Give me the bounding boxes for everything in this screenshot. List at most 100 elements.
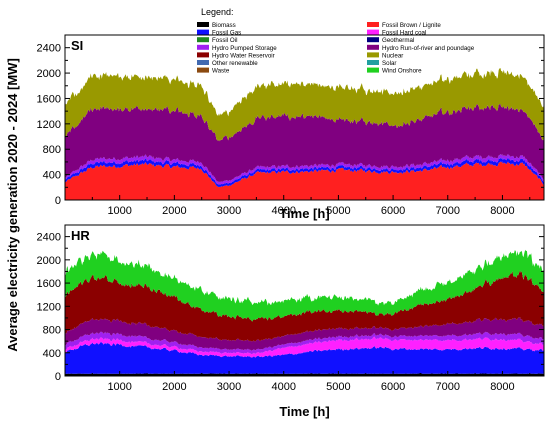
- x-tick-label: 7000: [436, 205, 460, 217]
- legend-swatch: [197, 22, 209, 27]
- legend-swatch: [367, 44, 379, 50]
- x-tick-label: 1000: [107, 205, 131, 217]
- legend-label: Wind Onshore: [382, 68, 422, 75]
- y-tick-label: 1200: [37, 119, 61, 131]
- x-tick-label: 1000: [107, 381, 131, 393]
- legend-item-biomass: Biomass: [197, 22, 236, 29]
- y-tick-label: 800: [43, 325, 61, 337]
- legend-label: Fossil Oil: [212, 37, 237, 44]
- y-tick-label: 2000: [37, 68, 61, 80]
- legend-title: Legend:: [201, 7, 234, 17]
- x-tick-label: 4000: [271, 205, 295, 217]
- legend-swatch: [197, 67, 209, 73]
- x-tick-label: 4000: [271, 381, 295, 393]
- panel-label: HR: [71, 228, 90, 243]
- legend-label: Hydro Water Reservoir: [212, 52, 275, 59]
- legend-swatch: [197, 37, 209, 43]
- y-tick-label: 1600: [37, 278, 61, 290]
- x-tick-label: 7000: [436, 381, 460, 393]
- legend-label: Hydro Pumped Storage: [212, 45, 277, 52]
- y-tick-label: 400: [43, 170, 61, 182]
- legend-swatch: [197, 60, 209, 65]
- panel-hr: 0 400 800 1200 1600 2000 2400 1000 2000 3000 4000 5…: [37, 224, 545, 419]
- legend-item-fossil-oil: Fossil Oil: [197, 37, 237, 44]
- legend-label: Solar: [382, 60, 396, 67]
- legend-label: Nuclear: [382, 52, 403, 59]
- area-stack: [65, 249, 544, 376]
- series-area-hydro-run-of-river-and-poundage: [65, 317, 544, 351]
- y-tick-label: 1200: [37, 301, 61, 313]
- legend-item-other-renewable: Other renewable: [197, 60, 258, 67]
- y-axis: 0 400 800 1200 1600 2000 2400: [37, 43, 544, 207]
- panel-label: SI: [71, 38, 83, 53]
- x-axis: 1000 2000 3000 4000 5000 6000 7000 8000: [91, 195, 531, 217]
- x-tick-label: 3000: [217, 205, 241, 217]
- x-tick-label: 8000: [490, 381, 514, 393]
- x-tick-label: 5000: [326, 381, 350, 393]
- x-axis-title: Time [h]: [279, 404, 329, 419]
- series-area-hydro-run-of-river-and-poundage: [65, 104, 544, 182]
- legend-item-solar: Solar: [367, 60, 396, 67]
- legend: Legend: Biomass Fossil Brown / LigniteFos…: [197, 7, 475, 75]
- x-tick-label: 5000: [326, 205, 350, 217]
- legend-item-fossil-gas: Fossil Gas: [197, 30, 241, 37]
- legend-label: Fossil Gas: [212, 30, 241, 37]
- x-tick-label: 3000: [217, 381, 241, 393]
- y-tick-label: 400: [43, 348, 61, 360]
- series-area-fossil-gas: [65, 342, 544, 374]
- series-area-hydro-pumped-storage: [65, 153, 544, 185]
- legend-item-nuclear: Nuclear: [367, 52, 403, 59]
- x-tick-label: 2000: [162, 381, 186, 393]
- x-axis: 1000 2000 3000 4000 5000 6000 7000 8000: [91, 371, 531, 393]
- x-tick-label: 6000: [381, 205, 405, 217]
- legend-swatch: [367, 37, 379, 43]
- series-area-biomass: [65, 373, 544, 376]
- legend-item-wind-onshore: Wind Onshore: [367, 67, 422, 75]
- y-axis-title: Average electricity generation 2020 - 20…: [5, 58, 20, 352]
- legend-swatch: [197, 52, 209, 58]
- y-tick-label: 0: [55, 195, 61, 207]
- legend-swatch: [367, 29, 379, 35]
- legend-label: Hydro Run-of-river and poundage: [382, 45, 475, 52]
- legend-item-hydro-water-reservoir: Hydro Water Reservoir: [197, 52, 275, 59]
- series-area-wind-onshore: [65, 249, 544, 322]
- y-tick-label: 800: [43, 144, 61, 156]
- y-tick-label: 2000: [37, 255, 61, 267]
- legend-item-hydro-pumped-storage: Hydro Pumped Storage: [197, 44, 277, 52]
- area-stack: [65, 68, 544, 200]
- legend-label: Geothermal: [382, 37, 414, 44]
- series-area-fossil-hard-coal: [65, 336, 544, 358]
- y-axis: 0 400 800 1200 1600 2000 2400: [37, 232, 544, 383]
- series-area-fossil-gas: [65, 157, 544, 188]
- legend-label: Other renewable: [212, 60, 258, 67]
- y-tick-label: 2400: [37, 43, 61, 55]
- x-tick-label: 6000: [381, 381, 405, 393]
- legend-item-geothermal: Geothermal: [367, 37, 414, 44]
- x-axis-title: Time [h]: [279, 206, 329, 221]
- legend-swatch: [197, 29, 209, 35]
- legend-swatch: [367, 52, 379, 58]
- legend-label: Fossil Hard coal: [382, 30, 426, 37]
- legend-item-waste: Waste: [197, 67, 230, 75]
- series-area-hydro-pumped-storage: [65, 331, 544, 355]
- legend-label: Biomass: [212, 22, 236, 29]
- panel-si: 0 400 800 1200 1600 2000 2400 1000 2000 3000 4000 5…: [37, 34, 545, 221]
- x-tick-label: 8000: [490, 205, 514, 217]
- legend-label: Fossil Brown / Lignite: [382, 22, 441, 29]
- plot-frame: [64, 34, 545, 201]
- legend-swatch: [197, 44, 209, 50]
- legend-swatch: [367, 22, 379, 27]
- legend-swatch: [367, 60, 379, 65]
- series-area-fossil-brown-lignite: [65, 161, 544, 200]
- x-tick-label: 2000: [162, 205, 186, 217]
- y-tick-label: 1600: [37, 93, 61, 105]
- series-area-nuclear: [65, 68, 544, 142]
- legend-item-fossil-brown-lignite: Fossil Brown / Lignite: [367, 22, 441, 29]
- plot-frame: [64, 224, 545, 377]
- y-tick-label: 0: [55, 371, 61, 383]
- legend-swatch: [367, 67, 379, 73]
- legend-item-hydro-run-of-river-and-poundage: Hydro Run-of-river and poundage: [367, 44, 475, 52]
